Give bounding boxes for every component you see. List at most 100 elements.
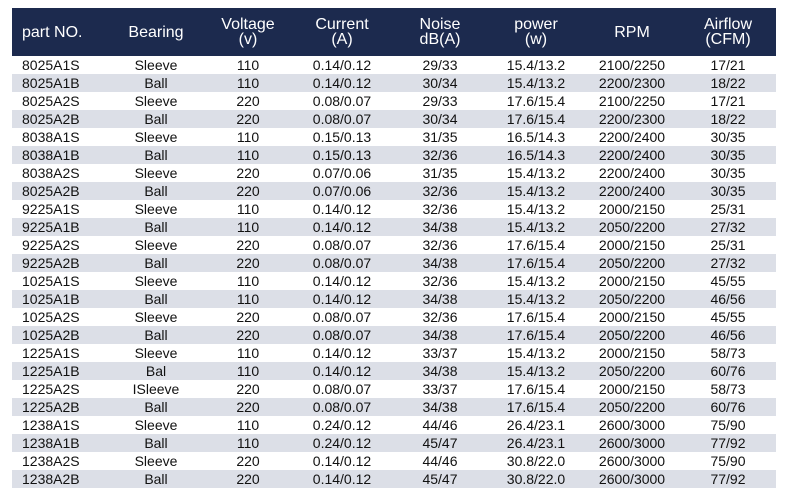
table-cell: 30.8/22.0	[506, 470, 566, 487]
table-cell: 2100/2250	[598, 56, 666, 73]
table-cell: 18/22	[710, 110, 746, 127]
table-cell: 17/21	[710, 92, 746, 109]
header-text: RPM	[614, 23, 650, 41]
table-cell: 1225A2B	[22, 398, 80, 415]
table-cell: 18/22	[710, 74, 746, 91]
table-cell: 29/33	[422, 56, 458, 73]
spec-table: part NO. Bearing Voltage (v) Current (A) Noise…	[12, 8, 776, 488]
table-cell: 45/47	[422, 470, 458, 487]
header-cell: power (w)	[488, 16, 584, 48]
table-cell: 220	[236, 164, 260, 181]
table-cell: 110	[236, 434, 260, 451]
table-cell: 17.6/15.4	[506, 380, 566, 397]
table-cell: 2200/2400	[598, 146, 666, 163]
header-text: Bearing	[128, 23, 184, 41]
table-cell: 32/36	[422, 146, 458, 163]
table-row: 9225A2S Sleeve 220 0.08/0.07 32/36 17.6/15.4 2…	[12, 236, 776, 254]
table-row: 8025A1S Sleeve 110 0.14/0.12 29/33 15.4/13.2 2…	[12, 56, 776, 74]
table-cell: 2600/3000	[598, 470, 666, 487]
table-cell: 0.08/0.07	[312, 326, 372, 343]
table-cell: Sleeve	[134, 128, 178, 145]
table-cell: Ball	[144, 182, 168, 199]
table-cell: 1225A2S	[22, 380, 80, 397]
table-cell: Sleeve	[134, 164, 178, 181]
table-cell: 27/32	[710, 254, 746, 271]
table-row: 1225A1B Bal 110 0.14/0.12 34/38 15.4/13.2 2050…	[12, 362, 776, 380]
header-row: part NO. Bearing Voltage (v) Current (A) Noise…	[12, 8, 776, 56]
table-cell: Ball	[144, 290, 168, 307]
table-cell: 1238A1S	[22, 416, 80, 433]
table-cell: 2000/2150	[598, 308, 666, 325]
table-row: 8025A2B Ball 220 0.08/0.07 30/34 17.6/15.4 220…	[12, 110, 776, 128]
table-cell: 2050/2200	[598, 254, 666, 271]
header-cell: part NO.	[12, 23, 108, 41]
table-cell: 9225A1B	[22, 218, 80, 235]
table-cell: 30/34	[422, 74, 458, 91]
table-cell: 30.8/22.0	[506, 452, 566, 469]
table-cell: 110	[236, 290, 260, 307]
table-cell: 17.6/15.4	[506, 326, 566, 343]
table-row: 1025A1B Ball 110 0.14/0.12 34/38 15.4/13.2 205…	[12, 290, 776, 308]
table-cell: 77/92	[710, 434, 746, 451]
table-row: 1025A2B Ball 220 0.08/0.07 34/38 17.6/15.4 205…	[12, 326, 776, 344]
table-cell: 0.14/0.12	[312, 56, 372, 73]
table-row: 9225A2B Ball 220 0.08/0.07 34/38 17.6/15.4 205…	[12, 254, 776, 272]
table-row: 8025A1B Ball 110 0.14/0.12 30/34 15.4/13.2 220…	[12, 74, 776, 92]
table-cell: 2000/2150	[598, 236, 666, 253]
table-cell: 31/35	[422, 128, 458, 145]
table-cell: 8025A1S	[22, 56, 80, 73]
table-cell: 0.24/0.12	[312, 434, 372, 451]
table-cell: 0.15/0.13	[312, 128, 372, 145]
table-cell: 1025A1S	[22, 272, 80, 289]
table-cell: 0.14/0.12	[312, 290, 372, 307]
table-row: 1238A1B Ball 110 0.24/0.12 45/47 26.4/23.1 260…	[12, 434, 776, 452]
table-cell: 17.6/15.4	[506, 254, 566, 271]
table-cell: 45/47	[422, 434, 458, 451]
table-cell: Ball	[144, 434, 168, 451]
table-cell: 220	[236, 452, 260, 469]
table-row: 1025A2S Sleeve 220 0.08/0.07 32/36 17.6/15.4 2…	[12, 308, 776, 326]
table-cell: 32/36	[422, 272, 458, 289]
table-row: 1238A2B Ball 220 0.14/0.12 45/47 30.8/22.0 260…	[12, 470, 776, 488]
table-cell: 220	[236, 236, 260, 253]
header-cell: Current (A)	[292, 17, 392, 48]
table-cell: 0.08/0.07	[312, 236, 372, 253]
table-cell: 1025A1B	[22, 290, 80, 307]
table-cell: 8025A2S	[22, 92, 80, 109]
table-cell: 2050/2200	[598, 326, 666, 343]
table-cell: 2000/2150	[598, 380, 666, 397]
table-cell: 17.6/15.4	[506, 308, 566, 325]
header-text: power	[514, 16, 558, 33]
table-cell: 17.6/15.4	[506, 236, 566, 253]
table-cell: 0.07/0.06	[312, 164, 372, 181]
table-cell: 2200/2300	[598, 110, 666, 127]
table-cell: 75/90	[710, 452, 746, 469]
table-cell: 32/36	[422, 236, 458, 253]
table-cell: 8025A1B	[22, 74, 80, 91]
header-text: Noise	[419, 16, 461, 33]
table-row: 1225A2S ISleeve 220 0.08/0.07 33/37 17.6/15.4…	[12, 380, 776, 398]
table-cell: 0.07/0.06	[312, 182, 372, 199]
table-cell: 1225A1S	[22, 344, 80, 361]
table-cell: 2600/3000	[598, 452, 666, 469]
table-cell: 34/38	[422, 398, 458, 415]
table-cell: 9225A2S	[22, 236, 80, 253]
table-cell: 75/90	[710, 416, 746, 433]
table-cell: 2050/2200	[598, 398, 666, 415]
table-cell: 220	[236, 380, 260, 397]
table-cell: 15.4/13.2	[506, 200, 566, 217]
table-cell: 30/34	[422, 110, 458, 127]
header-cell: Noise dB(A)	[392, 16, 488, 48]
header-text: part NO.	[22, 23, 83, 41]
table-cell: 110	[236, 200, 260, 217]
table-cell: 2600/3000	[598, 416, 666, 433]
table-cell: 0.08/0.07	[312, 308, 372, 325]
table-cell: 8038A1S	[22, 128, 80, 145]
table-row: 8025A2S Sleeve 220 0.08/0.07 29/33 17.6/15.4 2…	[12, 92, 776, 110]
table-cell: 32/36	[422, 308, 458, 325]
table-cell: 58/73	[710, 380, 746, 397]
table-cell: 0.14/0.12	[312, 344, 372, 361]
table-cell: 15.4/13.2	[506, 272, 566, 289]
table-cell: 0.15/0.13	[312, 146, 372, 163]
